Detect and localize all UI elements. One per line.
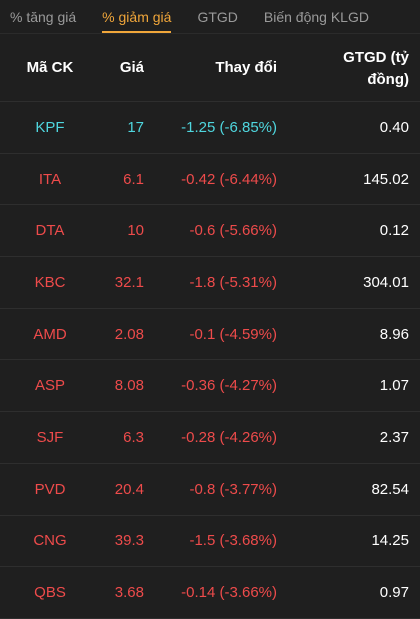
tab-top-gainers[interactable]: % tăng giá — [10, 8, 77, 25]
row-trading-value: 2.37 — [379, 428, 409, 446]
header-change: Thay đổi — [215, 59, 277, 76]
row-trading-value: 0.97 — [379, 584, 409, 602]
row-price: 6.3 — [123, 428, 144, 446]
row-change: -0.8 (-3.77%) — [189, 480, 277, 498]
row-price: 39.3 — [114, 532, 144, 550]
row-trading-value: 0.12 — [379, 222, 409, 240]
table-row[interactable]: SJF 6.3 -0.28 (-4.26%) 2.37 — [0, 412, 420, 464]
row-change: -0.42 (-6.44%) — [181, 170, 277, 188]
row-symbol: PVD — [34, 480, 66, 498]
header-trading-value-line2: đồng) — [367, 70, 409, 88]
table-body: KPF 17 -1.25 (-6.85%) 0.40 ITA 6.1 -0.42… — [0, 102, 420, 619]
row-trading-value: 304.01 — [363, 273, 409, 291]
row-change: -1.5 (-3.68%) — [189, 532, 277, 550]
row-symbol: KBC — [34, 273, 66, 291]
row-symbol: ITA — [38, 170, 62, 188]
table-row[interactable]: PVD 20.4 -0.8 (-3.77%) 82.54 — [0, 464, 420, 516]
row-symbol: QBS — [34, 584, 66, 602]
row-change: -0.1 (-4.59%) — [189, 325, 277, 343]
row-change: -0.6 (-5.66%) — [189, 222, 277, 240]
header-trading-value-line1: GTGD (tỷ — [343, 48, 409, 66]
row-trading-value: 14.25 — [371, 532, 409, 550]
row-price: 10 — [127, 222, 144, 240]
row-trading-value: 8.96 — [379, 325, 409, 343]
row-price: 6.1 — [123, 170, 144, 188]
tab-bar: % tăng giá % giảm giá GTGD Biến động KLG… — [0, 0, 420, 34]
row-change: -1.25 (-6.85%) — [181, 118, 277, 136]
row-price: 3.68 — [114, 584, 144, 602]
row-symbol: AMD — [33, 325, 67, 343]
row-trading-value: 82.54 — [371, 480, 409, 498]
row-symbol: ASP — [34, 377, 65, 395]
row-symbol: CNG — [33, 532, 67, 550]
row-symbol: DTA — [35, 222, 65, 240]
row-change: -0.28 (-4.26%) — [181, 428, 277, 446]
row-trading-value: 145.02 — [363, 170, 409, 188]
tab-trading-value[interactable]: GTGD — [197, 8, 238, 25]
row-change: -0.14 (-3.66%) — [181, 584, 277, 602]
row-price: 32.1 — [114, 273, 144, 291]
header-price: Giá — [119, 59, 144, 76]
row-price: 2.08 — [114, 325, 144, 343]
table-row[interactable]: QBS 3.68 -0.14 (-3.66%) 0.97 — [0, 567, 420, 619]
row-change: -0.36 (-4.27%) — [181, 377, 277, 395]
table-header: Mã CK Giá Thay đổi GTGD (tỷ đồng) — [0, 34, 420, 102]
header-trading-value: GTGD (tỷ đồng) — [277, 45, 409, 91]
tab-top-losers[interactable]: % giảm giá — [102, 0, 172, 34]
row-trading-value: 1.07 — [379, 377, 409, 395]
tab-volume-change[interactable]: Biến động KLGD — [263, 8, 369, 25]
table-row[interactable]: AMD 2.08 -0.1 (-4.59%) 8.96 — [0, 309, 420, 361]
table-row[interactable]: KBC 32.1 -1.8 (-5.31%) 304.01 — [0, 257, 420, 309]
table-row[interactable]: ITA 6.1 -0.42 (-6.44%) 145.02 — [0, 154, 420, 206]
table-row[interactable]: KPF 17 -1.25 (-6.85%) 0.40 — [0, 102, 420, 154]
header-symbol: Mã CK — [26, 59, 74, 76]
table-row[interactable]: DTA 10 -0.6 (-5.66%) 0.12 — [0, 205, 420, 258]
table-row[interactable]: CNG 39.3 -1.5 (-3.68%) 14.25 — [0, 516, 420, 568]
row-price: 17 — [127, 118, 144, 136]
row-price: 20.4 — [114, 480, 144, 498]
row-trading-value: 0.40 — [379, 118, 409, 136]
row-price: 8.08 — [114, 377, 144, 395]
row-symbol: SJF — [36, 428, 64, 446]
row-change: -1.8 (-5.31%) — [189, 273, 277, 291]
table-row[interactable]: ASP 8.08 -0.36 (-4.27%) 1.07 — [0, 360, 420, 413]
row-symbol: KPF — [35, 118, 65, 136]
